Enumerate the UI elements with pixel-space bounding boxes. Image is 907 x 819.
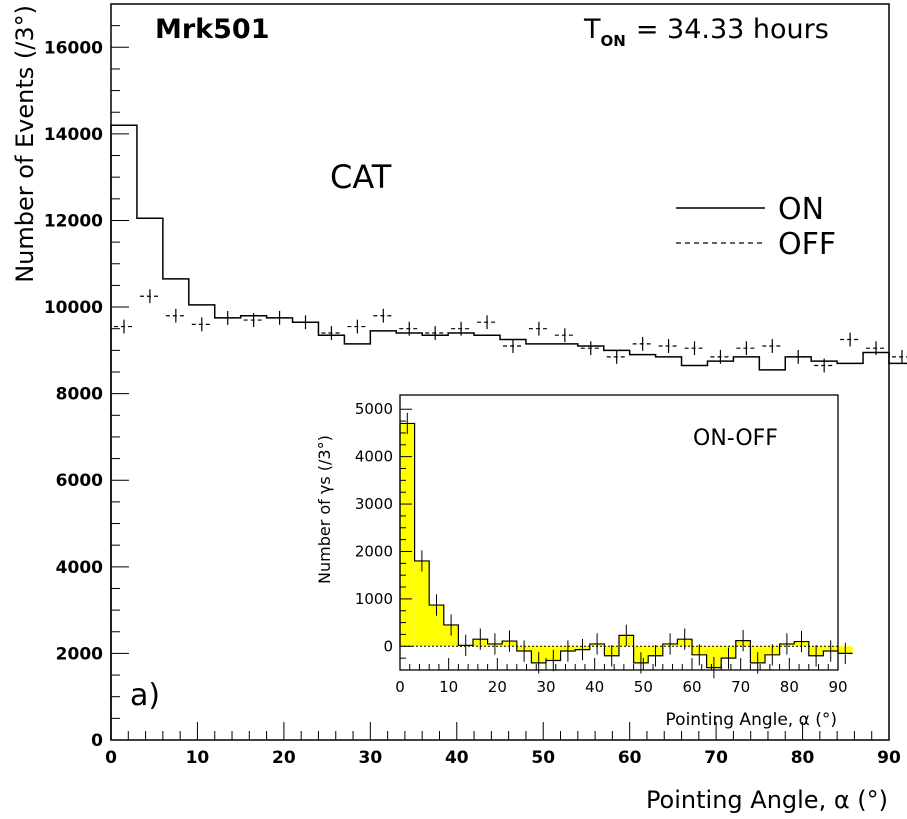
main-x-axis-label: Pointing Angle, α (°) <box>646 786 888 814</box>
y-tick-label: 6000 <box>56 471 103 491</box>
inset-step-outline <box>399 422 853 669</box>
y-tick-label: 4000 <box>56 558 103 578</box>
y-tick-label: 14000 <box>44 125 103 145</box>
inset-y-tick-label: 5000 <box>355 400 393 418</box>
inset-background <box>400 395 838 670</box>
y-tick-label: 16000 <box>44 38 103 58</box>
off-series <box>114 289 907 373</box>
exposure-subscript: ON <box>601 32 626 50</box>
cat-label: CAT <box>330 158 392 196</box>
x-tick-label: 60 <box>618 748 642 768</box>
inset-title: ON-OFF <box>693 426 778 451</box>
inset-y-tick-label: 1000 <box>355 590 393 608</box>
exposure-value: = 34.33 hours <box>636 14 829 45</box>
legend: ON OFF <box>676 192 836 262</box>
on-series-line <box>110 124 907 740</box>
x-tick-label: 30 <box>358 748 382 768</box>
main-axis-ticks: 0 10 20 30 40 50 60 70 80 90020004000600080001000… <box>44 25 901 768</box>
y-tick-label: 10000 <box>44 298 103 318</box>
inset-y-axis-label: Number of γs (/3°) <box>315 435 334 584</box>
inset-x-tick-label: 20 <box>488 678 507 696</box>
inset-x-tick-label: 10 <box>439 678 458 696</box>
inset-x-tick-label: 70 <box>731 678 750 696</box>
main-y-axis-label: Number of Events (/3°) <box>11 5 39 283</box>
main-title: Mrk501 <box>155 14 270 45</box>
legend-on-label: ON <box>778 192 824 227</box>
y-tick-label: 0 <box>91 731 103 751</box>
inset-x-tick-label: 50 <box>634 678 653 696</box>
inset-y-tick-label: 2000 <box>355 542 393 560</box>
exposure-annotation: TON = 34.33 hours <box>583 14 829 50</box>
x-tick-label: 20 <box>272 748 296 768</box>
y-tick-label: 2000 <box>56 644 103 664</box>
legend-off-label: OFF <box>778 227 836 262</box>
x-tick-label: 40 <box>445 748 469 768</box>
y-tick-label: 12000 <box>44 211 103 231</box>
inset-y-tick-label: 0 <box>383 637 393 655</box>
inset-x-tick-label: 60 <box>682 678 701 696</box>
inset-x-axis-label: Pointing Angle, α (°) <box>666 710 837 730</box>
inset-axis-ticks: 0 10 20 30 40 50 60 70 80 90 0 1000 2000 3000 4000 5000 <box>355 400 848 696</box>
inset-x-tick-label: 30 <box>536 678 555 696</box>
panel-label: a) <box>130 678 160 713</box>
inset-y-tick-label: 4000 <box>355 448 393 466</box>
inset-x-tick-label: 40 <box>585 678 604 696</box>
inset-x-tick-label: 0 <box>395 678 405 696</box>
inset-bar <box>400 423 415 647</box>
inset-bar <box>429 605 444 647</box>
x-tick-label: 80 <box>791 748 815 768</box>
inset-x-tick-label: 80 <box>780 678 799 696</box>
inset-bars <box>399 412 853 679</box>
exposure-symbol: T <box>583 14 601 45</box>
inset-bar <box>414 560 430 647</box>
x-tick-label: 70 <box>704 748 728 768</box>
x-tick-label: 90 <box>877 748 901 768</box>
x-tick-label: 0 <box>105 748 117 768</box>
y-tick-label: 8000 <box>56 385 103 405</box>
inset-plot-frame <box>399 394 839 671</box>
x-tick-label: 50 <box>531 748 555 768</box>
inset-x-tick-label: 90 <box>828 678 847 696</box>
x-tick-label: 10 <box>186 748 210 768</box>
inset-y-tick-label: 3000 <box>355 495 393 513</box>
